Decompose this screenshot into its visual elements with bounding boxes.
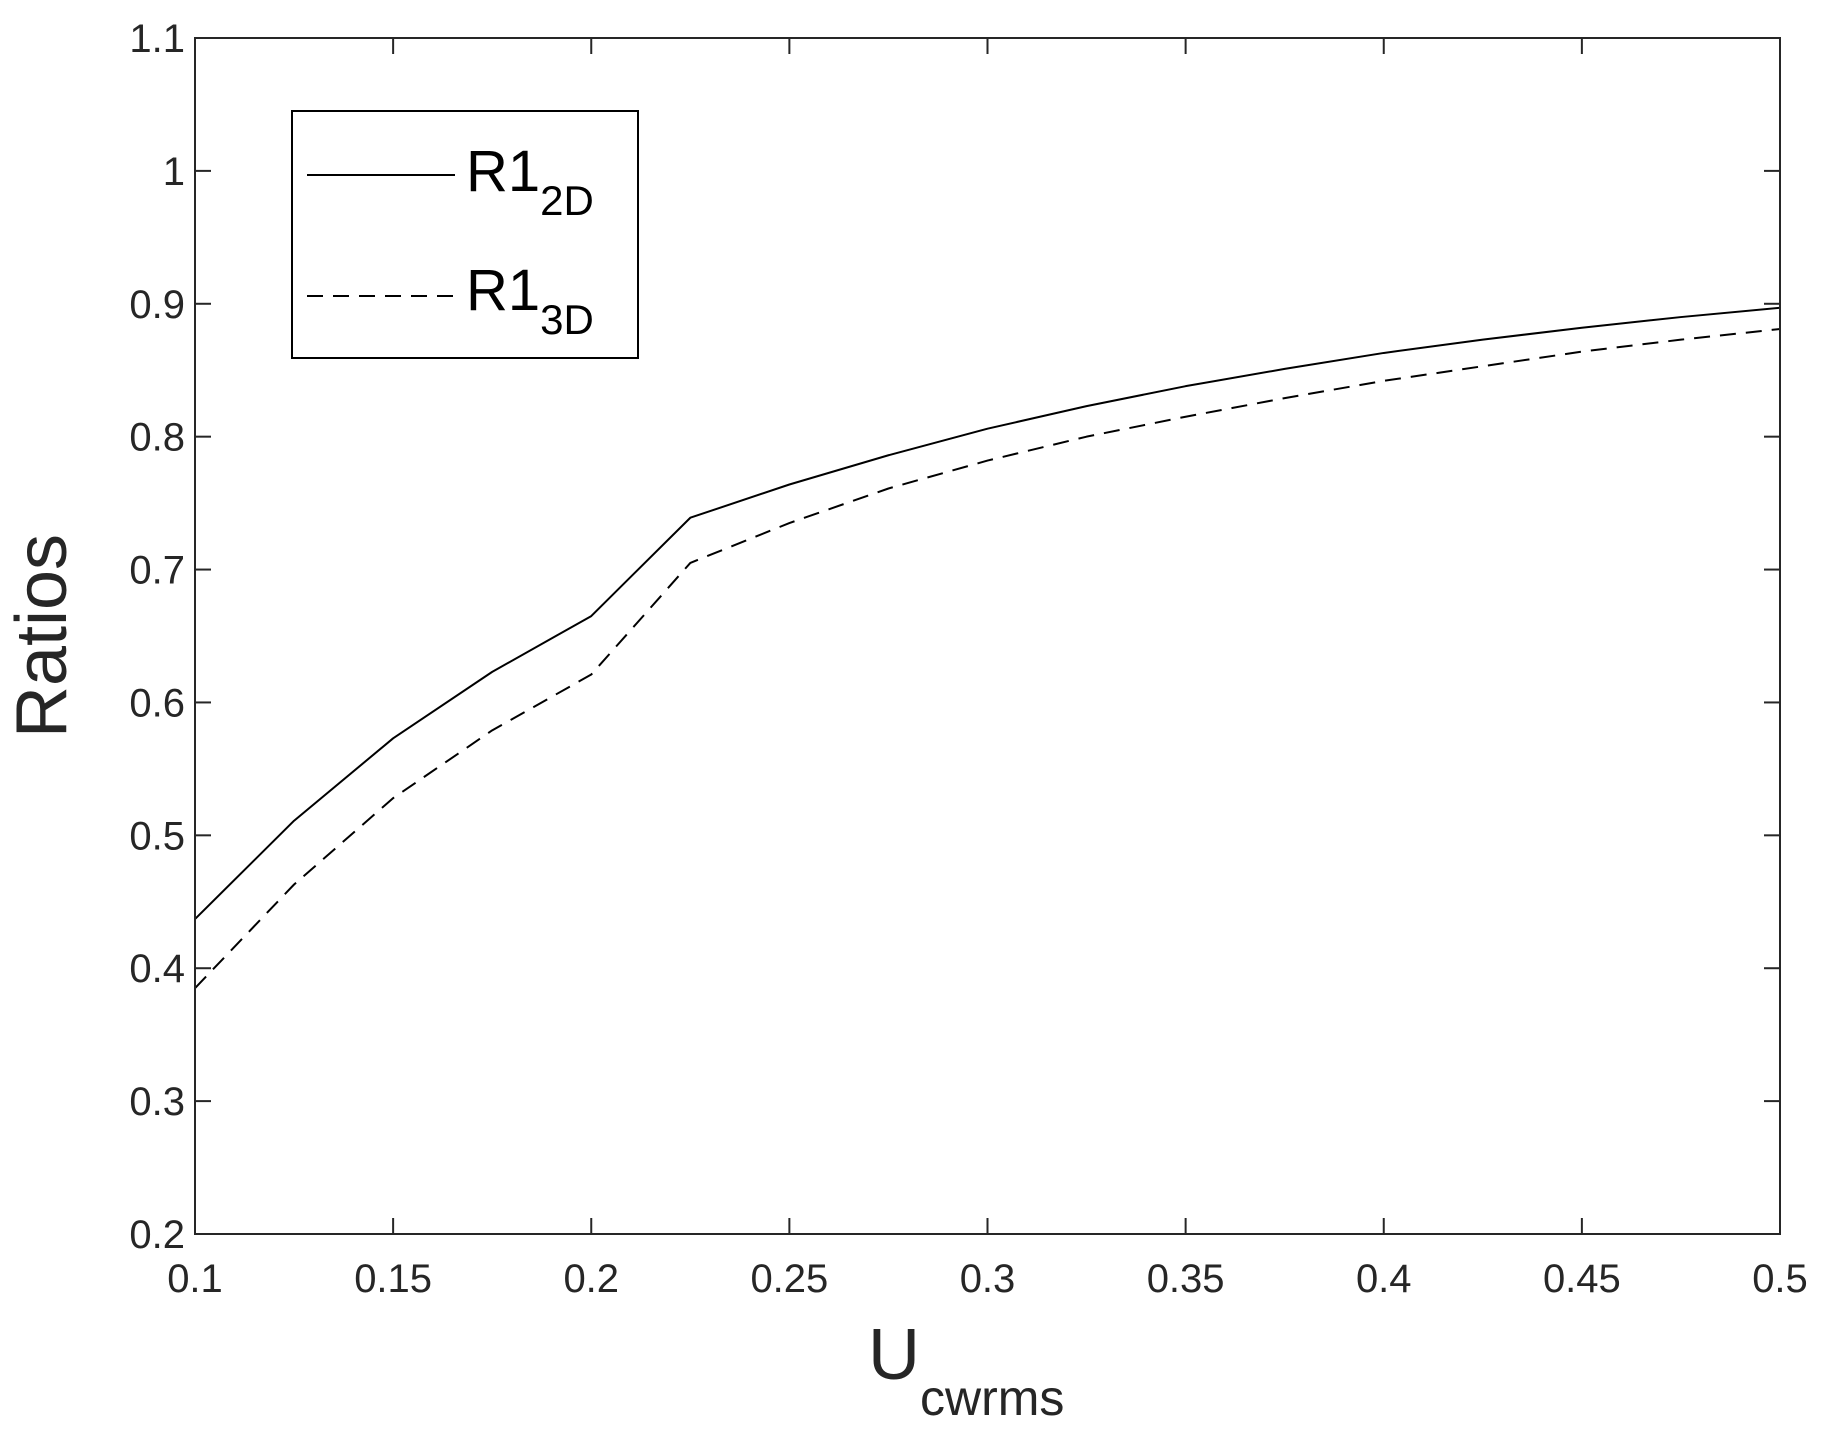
y-tick-label: 0.5 (129, 814, 185, 858)
x-tick-label: 0.1 (167, 1257, 223, 1301)
series-line-r1-2d (194, 306, 1781, 920)
legend-label-r1-3d: R13D (466, 258, 594, 343)
legend: R12D R13D (291, 110, 639, 359)
x-tick-label: 0.35 (1147, 1257, 1225, 1301)
legend-label-r1-3d-sub: 3D (540, 296, 594, 343)
x-tick-label: 0.2 (563, 1257, 619, 1301)
y-tick-label: 0.6 (129, 681, 185, 725)
x-tick-label: 0.3 (960, 1257, 1016, 1301)
legend-label-r1-2d-name: R1 (466, 139, 540, 204)
series-line-r1-3d (194, 328, 1781, 989)
x-tick-label: 0.25 (750, 1257, 828, 1301)
series-lines (194, 306, 1781, 989)
legend-label-r1-2d: R12D (466, 139, 594, 224)
y-tick-label: 0.3 (129, 1080, 185, 1124)
legend-label-r1-2d-sub: 2D (540, 177, 594, 224)
plot-frame (194, 37, 1781, 1235)
y-tick-label: 1 (163, 150, 185, 194)
y-tick-label: 0.7 (129, 549, 185, 593)
x-tick-label: 0.4 (1356, 1257, 1412, 1301)
x-tick-labels: 0.1 0.15 0.2 0.25 0.3 0.35 0.4 0.45 0.5 (167, 1257, 1808, 1301)
x-tick-label: 0.5 (1752, 1257, 1808, 1301)
x-axis-label: Ucwrms (868, 1315, 1064, 1426)
y-tick-label: 0.8 (129, 416, 185, 460)
y-tick-label: 0.9 (129, 283, 185, 327)
legend-label-r1-3d-name: R1 (466, 258, 540, 323)
y-tick-label: 0.2 (129, 1213, 185, 1257)
x-tick-label: 0.15 (354, 1257, 432, 1301)
x-axis-label-main: U (868, 1315, 920, 1395)
x-tick-label: 0.45 (1543, 1257, 1621, 1301)
y-axis-label: Ratios (2, 534, 82, 738)
x-axis-label-sub: cwrms (920, 1370, 1064, 1426)
y-tick-label: 1.1 (129, 17, 185, 61)
legend-box (291, 110, 639, 359)
y-tick-label: 0.4 (129, 947, 185, 991)
y-tick-labels: 0.2 0.3 0.4 0.5 0.6 0.7 0.8 0.9 1 1.1 (129, 17, 185, 1257)
